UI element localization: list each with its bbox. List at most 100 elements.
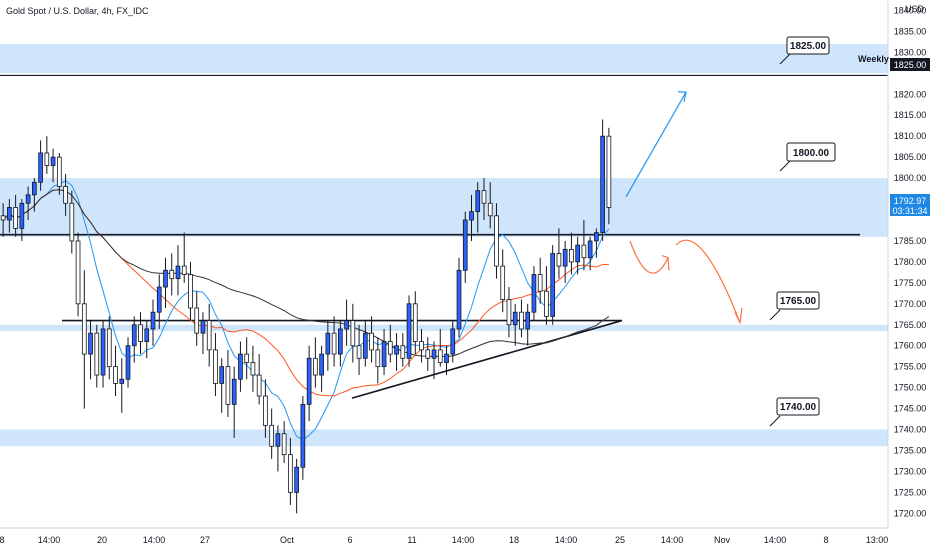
candle — [338, 320, 343, 367]
candle-body-down — [225, 366, 231, 405]
countdown-text: 03:31:34 — [892, 206, 927, 216]
candle-body-down — [213, 349, 218, 384]
candle — [475, 182, 481, 233]
callout-1800[interactable]: 1800.00 — [779, 142, 836, 172]
sr-zone-2 — [0, 324, 888, 332]
candle — [500, 249, 506, 313]
candle-body-down — [412, 303, 418, 342]
bullish-arrow-head — [677, 91, 687, 102]
callout-1800-text: 1800.00 — [793, 148, 830, 159]
price-tick-label: 1770.00 — [894, 299, 927, 309]
candle — [350, 303, 356, 363]
candle-body-down — [350, 320, 356, 347]
candle-body-up — [550, 253, 556, 317]
candle-body-up — [125, 345, 131, 380]
candle — [313, 337, 318, 388]
candle-body-up — [344, 320, 349, 330]
candle-body-down — [269, 424, 274, 447]
candle — [300, 396, 306, 480]
candle — [113, 345, 118, 396]
candle — [431, 341, 437, 380]
candle — [100, 320, 106, 388]
time-axis-bg — [0, 528, 932, 550]
price-tick-label: 1735.00 — [894, 445, 927, 455]
candle-body-up — [531, 274, 537, 313]
candle — [544, 266, 549, 325]
candle-body-down — [581, 244, 587, 259]
candle — [94, 324, 100, 388]
callout-1740[interactable]: 1740.00 — [769, 397, 820, 427]
price-tick-label: 1760.00 — [894, 341, 927, 351]
weekly-badge-text: 1825.00 — [894, 60, 927, 70]
candle — [138, 312, 143, 355]
candle-body-up — [462, 219, 468, 271]
candle-body-up — [131, 324, 137, 347]
candle-body-up — [144, 328, 150, 342]
candle — [362, 320, 368, 367]
candle — [556, 228, 562, 279]
candle — [369, 316, 374, 363]
candle — [325, 320, 331, 371]
candle — [69, 190, 75, 254]
candle-body-down — [281, 433, 287, 456]
candle — [0, 203, 6, 237]
candle — [494, 203, 499, 279]
price-tick-label: 1820.00 — [894, 89, 927, 99]
candle-body-up — [325, 332, 331, 355]
candle — [550, 245, 556, 325]
callout-1825-box — [786, 36, 830, 55]
overlay-layer — [625, 91, 743, 325]
price-tick-label: 1835.00 — [894, 26, 927, 36]
candle — [44, 136, 50, 174]
candle — [206, 303, 212, 367]
candle — [294, 458, 299, 514]
candle — [75, 232, 81, 317]
price-tick-label: 1745.00 — [894, 404, 927, 414]
candle-body-down — [263, 395, 268, 426]
price-axis[interactable]: USD 1840.001835.001830.001820.001815.001… — [887, 0, 932, 528]
candle-body-down — [419, 341, 424, 351]
time-tick-label: 18 — [509, 535, 519, 545]
zones-layer — [0, 44, 888, 447]
price-tick-label: 1725.00 — [894, 487, 927, 497]
callout-1825[interactable]: 1825.00 — [779, 36, 830, 65]
candle-body-up — [25, 194, 31, 204]
candle — [269, 408, 274, 459]
candle — [525, 303, 531, 346]
candle-body-down — [250, 362, 256, 376]
candle-body-up — [100, 328, 106, 376]
candle — [444, 345, 449, 376]
time-axis[interactable]: 8 14:00 20 14:00 27 Oct 6 11 14:00 18 14:00 25 14:00… — [0, 527, 932, 550]
candle-body-down — [69, 202, 75, 242]
price-tick-label: 1815.00 — [894, 110, 927, 120]
candle — [181, 232, 187, 283]
candle-body-down — [244, 353, 250, 363]
candle — [81, 270, 87, 409]
candle-body-down — [556, 253, 562, 267]
candle — [63, 173, 68, 216]
candle-body-down — [256, 374, 262, 397]
candle-body-up — [594, 232, 599, 242]
candle — [150, 299, 156, 346]
candle — [231, 366, 237, 438]
time-tick-label: 11 — [407, 535, 416, 545]
bearish-projection-arrow — [675, 239, 741, 323]
sr-zone-3 — [0, 429, 888, 447]
time-tick-label: 14:00 — [661, 535, 684, 545]
candle-body-up — [50, 156, 56, 166]
candle — [356, 324, 362, 376]
candle — [7, 199, 12, 233]
candle — [288, 437, 293, 505]
candle-body-up — [38, 152, 43, 183]
candle-body-down — [387, 341, 393, 355]
price-tick-label: 1740.00 — [894, 425, 927, 435]
callout-1765[interactable]: 1765.00 — [769, 291, 820, 321]
candle-body-up — [119, 378, 125, 384]
candle-body-up — [475, 190, 481, 213]
price-tick-label: 1805.00 — [894, 152, 927, 162]
candle-body-up — [456, 269, 462, 330]
candle — [531, 266, 537, 321]
candle — [163, 257, 168, 308]
candle — [456, 257, 462, 338]
